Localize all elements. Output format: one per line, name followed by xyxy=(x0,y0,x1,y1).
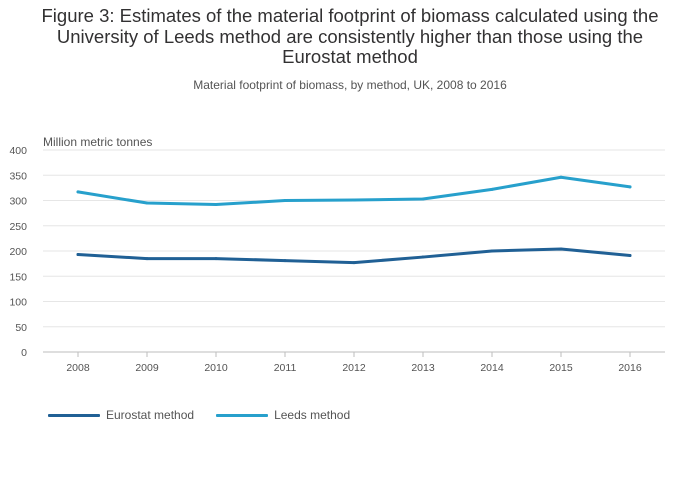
x-tick-label: 2010 xyxy=(204,362,228,374)
data-point[interactable] xyxy=(559,247,563,251)
legend-item-leeds[interactable]: Leeds method xyxy=(216,408,350,422)
y-tick-label: 50 xyxy=(15,322,27,334)
legend: Eurostat method Leeds method xyxy=(48,408,372,422)
y-axis-ticks: 0 50 100 150 200 250 300 350 400 xyxy=(9,145,27,359)
y-tick-label: 300 xyxy=(9,196,27,208)
data-point[interactable] xyxy=(76,190,80,194)
y-tick-label: 100 xyxy=(9,297,27,309)
series-lines xyxy=(76,175,632,265)
legend-label-eurostat: Eurostat method xyxy=(106,408,195,422)
x-tick-label: 2011 xyxy=(274,362,297,374)
chart-title: Figure 3: Estimates of the material foot… xyxy=(41,5,659,67)
x-tick-label: 2008 xyxy=(66,362,90,374)
data-point[interactable] xyxy=(283,259,287,263)
data-point[interactable] xyxy=(628,185,632,189)
x-tick-label: 2015 xyxy=(549,362,573,374)
x-tick-label: 2016 xyxy=(618,362,642,374)
y-tick-label: 350 xyxy=(9,170,27,182)
x-tick-label: 2009 xyxy=(135,362,159,374)
chart-subtitle: Material footprint of biomass, by method… xyxy=(193,78,507,92)
x-axis-ticks: 2008 2009 2010 2011 2012 2013 2014 2015 2016 xyxy=(66,352,642,374)
y-tick-label: 150 xyxy=(9,271,27,283)
data-point[interactable] xyxy=(490,249,494,253)
y-axis-label: Million metric tonnes xyxy=(43,135,152,149)
x-tick-label: 2014 xyxy=(480,362,504,374)
data-point[interactable] xyxy=(76,253,80,257)
data-point[interactable] xyxy=(145,257,149,261)
data-point[interactable] xyxy=(421,197,425,201)
data-point[interactable] xyxy=(145,201,149,205)
data-point[interactable] xyxy=(214,203,218,207)
legend-swatch-eurostat xyxy=(48,413,100,417)
data-point[interactable] xyxy=(352,261,356,265)
x-tick-label: 2013 xyxy=(411,362,435,374)
data-point[interactable] xyxy=(490,187,494,191)
data-point[interactable] xyxy=(559,175,563,179)
y-tick-label: 0 xyxy=(21,347,27,359)
y-tick-label: 200 xyxy=(9,246,27,258)
x-tick-label: 2012 xyxy=(342,362,366,374)
data-point[interactable] xyxy=(352,198,356,202)
data-point[interactable] xyxy=(283,199,287,202)
y-tick-label: 400 xyxy=(9,145,27,157)
legend-label-leeds: Leeds method xyxy=(274,408,351,422)
legend-item-eurostat[interactable]: Eurostat method xyxy=(48,408,194,422)
data-point[interactable] xyxy=(214,257,218,261)
y-tick-label: 250 xyxy=(9,221,27,233)
data-point[interactable] xyxy=(628,254,632,258)
legend-swatch-leeds xyxy=(216,413,269,417)
data-point[interactable] xyxy=(421,255,425,259)
